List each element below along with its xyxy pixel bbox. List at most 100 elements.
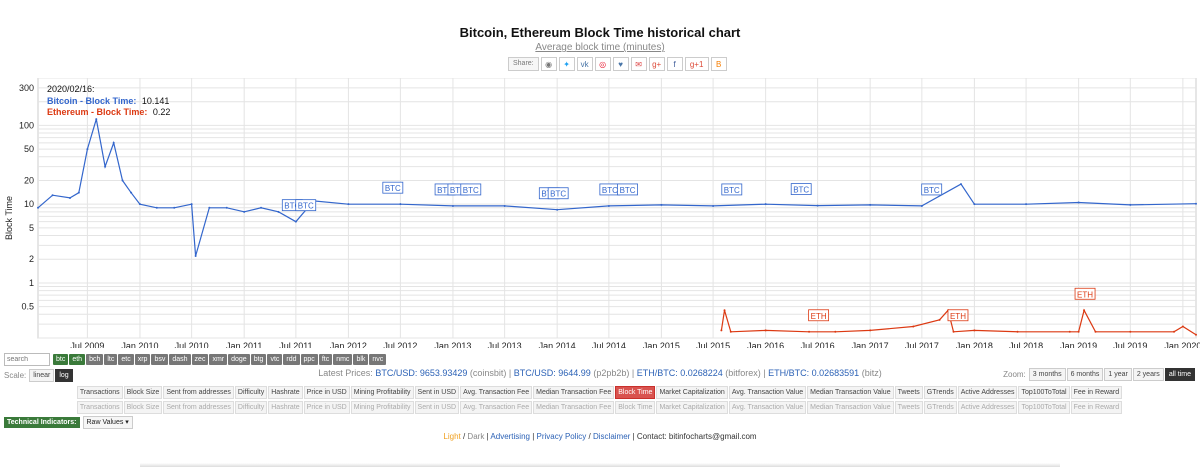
metric-tab-sent-in-usd[interactable]: Sent in USD <box>414 386 460 399</box>
metric-tab-active-addresses[interactable]: Active Addresses <box>957 386 1018 399</box>
coin-button-bsv[interactable]: bsv <box>151 354 169 365</box>
metric-tab-median-transaction-value[interactable]: Median Transaction Value <box>807 386 894 399</box>
data-point <box>260 206 263 209</box>
metric-tab-secondary-mining-profitability[interactable]: Mining Profitability <box>350 401 414 414</box>
scale-log-button[interactable]: log <box>55 369 73 382</box>
metric-tab-secondary-top100tototal[interactable]: Top100ToTotal <box>1018 401 1070 414</box>
advertising-link[interactable]: Advertising <box>490 432 530 441</box>
theme-light-link[interactable]: Light <box>443 432 461 441</box>
metric-tab-secondary-hashrate[interactable]: Hashrate <box>268 401 303 414</box>
metric-tab-fee-in-reward[interactable]: Fee in Reward <box>1070 386 1123 399</box>
like-icon[interactable]: ♥ <box>612 57 629 71</box>
facebook-icon[interactable]: f <box>666 57 683 71</box>
vk-icon[interactable]: vk <box>576 57 593 71</box>
metric-tab-secondary-tweets[interactable]: Tweets <box>894 401 923 414</box>
data-point <box>1173 330 1176 333</box>
metric-tab-gtrends[interactable]: GTrends <box>923 386 957 399</box>
coin-button-xmr[interactable]: xmr <box>209 354 228 365</box>
metric-tab-sent-from-addresses[interactable]: Sent from addresses <box>163 386 234 399</box>
search-input[interactable] <box>4 353 50 366</box>
metric-tab-secondary-transactions[interactable]: Transactions <box>76 401 123 414</box>
metric-tab-top100tototal[interactable]: Top100ToTotal <box>1018 386 1070 399</box>
gplus-icon[interactable]: g+ <box>648 57 665 71</box>
chart-legend: 2020/02/16: Bitcoin - Block Time: 10.141… <box>47 84 170 117</box>
theme-dark-link[interactable]: Dark <box>467 432 485 441</box>
gplus1-icon[interactable]: g+1 <box>684 57 709 71</box>
metric-tab-hashrate[interactable]: Hashrate <box>268 386 303 399</box>
metric-tab-market-capitalization[interactable]: Market Capitalization <box>656 386 728 399</box>
coin-button-dash[interactable]: dash <box>169 354 191 365</box>
data-point <box>869 203 872 206</box>
metric-tab-secondary-avg-transaction-value[interactable]: Avg. Transaction Value <box>728 401 807 414</box>
weibo-icon[interactable]: ◎ <box>594 57 611 71</box>
coin-button-bch[interactable]: bch <box>86 354 104 365</box>
metric-tab-secondary-fee-in-reward[interactable]: Fee in Reward <box>1070 401 1123 414</box>
coin-button-rdd[interactable]: rdd <box>283 354 300 365</box>
metric-tab-secondary-block-time[interactable]: Block Time <box>615 401 656 414</box>
metric-tab-mining-profitability[interactable]: Mining Profitability <box>350 386 414 399</box>
metric-tab-difficulty[interactable]: Difficulty <box>234 386 268 399</box>
metric-tab-secondary-median-transaction-value[interactable]: Median Transaction Value <box>807 401 894 414</box>
scale-linear-button[interactable]: linear <box>29 369 55 382</box>
coin-button-vtc[interactable]: vtc <box>267 354 283 365</box>
coin-button-ppc[interactable]: ppc <box>300 354 318 365</box>
metric-tab-secondary-difficulty[interactable]: Difficulty <box>234 401 268 414</box>
coin-button-etc[interactable]: etc <box>118 354 134 365</box>
coin-button-doge[interactable]: doge <box>228 354 250 365</box>
metric-tab-secondary-gtrends[interactable]: GTrends <box>923 401 957 414</box>
metric-tab-secondary-active-addresses[interactable]: Active Addresses <box>957 401 1018 414</box>
coin-button-blk[interactable]: blk <box>353 354 369 365</box>
metric-tab-avg-transaction-value[interactable]: Avg. Transaction Value <box>728 386 807 399</box>
coin-button-ltc[interactable]: ltc <box>104 354 118 365</box>
coin-button-zec[interactable]: zec <box>191 354 209 365</box>
metric-tab-avg-transaction-fee[interactable]: Avg. Transaction Fee <box>460 386 533 399</box>
data-point <box>869 329 872 332</box>
metric-tab-secondary-block-size[interactable]: Block Size <box>123 401 163 414</box>
annotation-box <box>382 181 404 194</box>
series-line-btc <box>37 119 1197 257</box>
zoom-all-time-button[interactable]: all time <box>1164 368 1195 381</box>
blogger-icon[interactable]: B <box>710 57 727 71</box>
price-1[interactable]: BTC/USD: 9653.93429 <box>375 368 468 378</box>
metric-tab-secondary-sent-in-usd[interactable]: Sent in USD <box>414 401 460 414</box>
metric-tab-block-size[interactable]: Block Size <box>123 386 163 399</box>
chart-subtitle[interactable]: Average block time (minutes) <box>535 42 665 53</box>
metric-tab-block-time[interactable]: Block Time <box>615 386 656 399</box>
metric-tab-secondary-price-in-usd[interactable]: Price in USD <box>303 401 350 414</box>
twitter-icon[interactable]: ✦ <box>558 57 575 71</box>
y-tick-label: 300 <box>19 83 34 93</box>
coin-button-xrp[interactable]: xrp <box>134 354 151 365</box>
privacy-policy-link[interactable]: Privacy Policy <box>536 432 587 441</box>
coin-button-ftc[interactable]: ftc <box>318 354 333 365</box>
x-tick-label: Jan 2017 <box>852 341 889 348</box>
x-tick-label: Jul 2011 <box>279 341 312 348</box>
zoom-1-year-button[interactable]: 1 year <box>1104 368 1132 381</box>
metric-tab-median-transaction-fee[interactable]: Median Transaction Fee <box>533 386 615 399</box>
zoom-3-months-button[interactable]: 3 months <box>1028 368 1066 381</box>
price-4[interactable]: ETH/BTC: 0.02683591 <box>768 368 860 378</box>
metric-tab-secondary-market-capitalization[interactable]: Market Capitalization <box>656 401 728 414</box>
zoom-6-months-button[interactable]: 6 months <box>1066 368 1104 381</box>
data-point <box>190 203 193 206</box>
metric-tab-secondary-avg-transaction-fee[interactable]: Avg. Transaction Fee <box>460 401 533 414</box>
coin-button-btg[interactable]: btg <box>250 354 267 365</box>
metric-tab-secondary-sent-from-addresses[interactable]: Sent from addresses <box>163 401 234 414</box>
metric-tab-transactions[interactable]: Transactions <box>76 386 123 399</box>
zoom-2-years-button[interactable]: 2 years <box>1132 368 1164 381</box>
technical-indicators-select[interactable]: Raw Values ▾ <box>82 416 133 429</box>
coin-button-btc[interactable]: btc <box>53 354 69 365</box>
coin-button-nvc[interactable]: nvc <box>369 354 387 365</box>
data-point <box>1016 330 1019 333</box>
metric-tab-secondary-median-transaction-fee[interactable]: Median Transaction Fee <box>533 401 615 414</box>
disclaimer-link[interactable]: Disclaimer <box>592 432 631 441</box>
price-3[interactable]: ETH/BTC: 0.0268224 <box>636 368 723 378</box>
coin-button-nmc[interactable]: nmc <box>333 354 353 365</box>
price-2[interactable]: BTC/USD: 9644.99 <box>513 368 591 378</box>
mail-icon[interactable]: ✉ <box>630 57 647 71</box>
chevron-down-icon: ▾ <box>125 419 129 426</box>
reddit-icon[interactable]: ◉ <box>540 57 557 71</box>
metric-tab-price-in-usd[interactable]: Price in USD <box>303 386 350 399</box>
coin-button-eth[interactable]: eth <box>69 354 86 365</box>
metric-tab-tweets[interactable]: Tweets <box>894 386 923 399</box>
